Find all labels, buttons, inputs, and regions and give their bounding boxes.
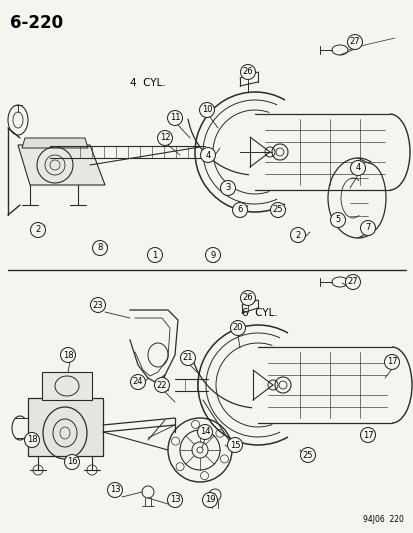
Circle shape — [200, 148, 215, 163]
Circle shape — [202, 492, 217, 507]
Text: 6  CYL.: 6 CYL. — [242, 308, 277, 318]
Circle shape — [360, 221, 375, 236]
Circle shape — [167, 492, 182, 507]
Circle shape — [205, 247, 220, 262]
Text: 18: 18 — [26, 435, 37, 445]
Text: 15: 15 — [229, 440, 240, 449]
Text: 27: 27 — [347, 278, 357, 287]
Text: 25: 25 — [302, 450, 313, 459]
Circle shape — [24, 432, 39, 448]
Circle shape — [350, 160, 365, 175]
Circle shape — [330, 213, 345, 228]
Text: 6: 6 — [237, 206, 242, 214]
Text: 94J06  220: 94J06 220 — [362, 515, 403, 524]
Text: 20: 20 — [232, 324, 243, 333]
Text: 22: 22 — [157, 381, 167, 390]
Circle shape — [220, 181, 235, 196]
Text: 5: 5 — [335, 215, 340, 224]
Text: 27: 27 — [349, 37, 359, 46]
Text: 18: 18 — [62, 351, 73, 359]
FancyBboxPatch shape — [28, 398, 103, 456]
Text: 19: 19 — [204, 496, 215, 505]
Circle shape — [232, 203, 247, 217]
Text: 17: 17 — [386, 358, 396, 367]
Circle shape — [64, 455, 79, 470]
Circle shape — [107, 482, 122, 497]
Text: 2: 2 — [35, 225, 40, 235]
Text: 21: 21 — [182, 353, 193, 362]
Circle shape — [199, 102, 214, 117]
Text: 16: 16 — [66, 457, 77, 466]
Text: 11: 11 — [169, 114, 180, 123]
Text: 13: 13 — [169, 496, 180, 505]
Text: 17: 17 — [362, 431, 373, 440]
Circle shape — [384, 354, 399, 369]
Circle shape — [270, 203, 285, 217]
Circle shape — [31, 222, 45, 238]
Text: 9: 9 — [210, 251, 215, 260]
Circle shape — [92, 240, 107, 255]
Text: 4: 4 — [354, 164, 360, 173]
Text: 10: 10 — [201, 106, 212, 115]
Text: 1: 1 — [152, 251, 157, 260]
Circle shape — [90, 297, 105, 312]
Circle shape — [290, 228, 305, 243]
Circle shape — [154, 377, 169, 392]
Circle shape — [60, 348, 75, 362]
Text: 4  CYL.: 4 CYL. — [130, 78, 165, 88]
Circle shape — [230, 320, 245, 335]
Text: 3: 3 — [225, 183, 230, 192]
Text: 12: 12 — [159, 133, 170, 142]
Circle shape — [240, 64, 255, 79]
Circle shape — [167, 110, 182, 125]
Text: 24: 24 — [133, 377, 143, 386]
Polygon shape — [18, 145, 105, 185]
Text: 7: 7 — [364, 223, 370, 232]
Circle shape — [227, 438, 242, 453]
Circle shape — [240, 290, 255, 305]
Text: 26: 26 — [242, 294, 253, 303]
Circle shape — [300, 448, 315, 463]
Text: 4: 4 — [205, 150, 210, 159]
Text: 8: 8 — [97, 244, 102, 253]
Circle shape — [345, 274, 360, 289]
Text: 13: 13 — [109, 486, 120, 495]
Circle shape — [360, 427, 375, 442]
Circle shape — [130, 375, 145, 390]
Text: 25: 25 — [272, 206, 282, 214]
Text: 26: 26 — [242, 68, 253, 77]
Text: 23: 23 — [93, 301, 103, 310]
Text: 2: 2 — [294, 230, 300, 239]
Circle shape — [147, 247, 162, 262]
Circle shape — [157, 131, 172, 146]
FancyBboxPatch shape — [42, 372, 92, 400]
Polygon shape — [22, 138, 88, 148]
Circle shape — [347, 35, 362, 50]
Text: 14: 14 — [199, 427, 210, 437]
Circle shape — [180, 351, 195, 366]
Circle shape — [197, 424, 212, 440]
Text: 6-220: 6-220 — [10, 14, 63, 32]
